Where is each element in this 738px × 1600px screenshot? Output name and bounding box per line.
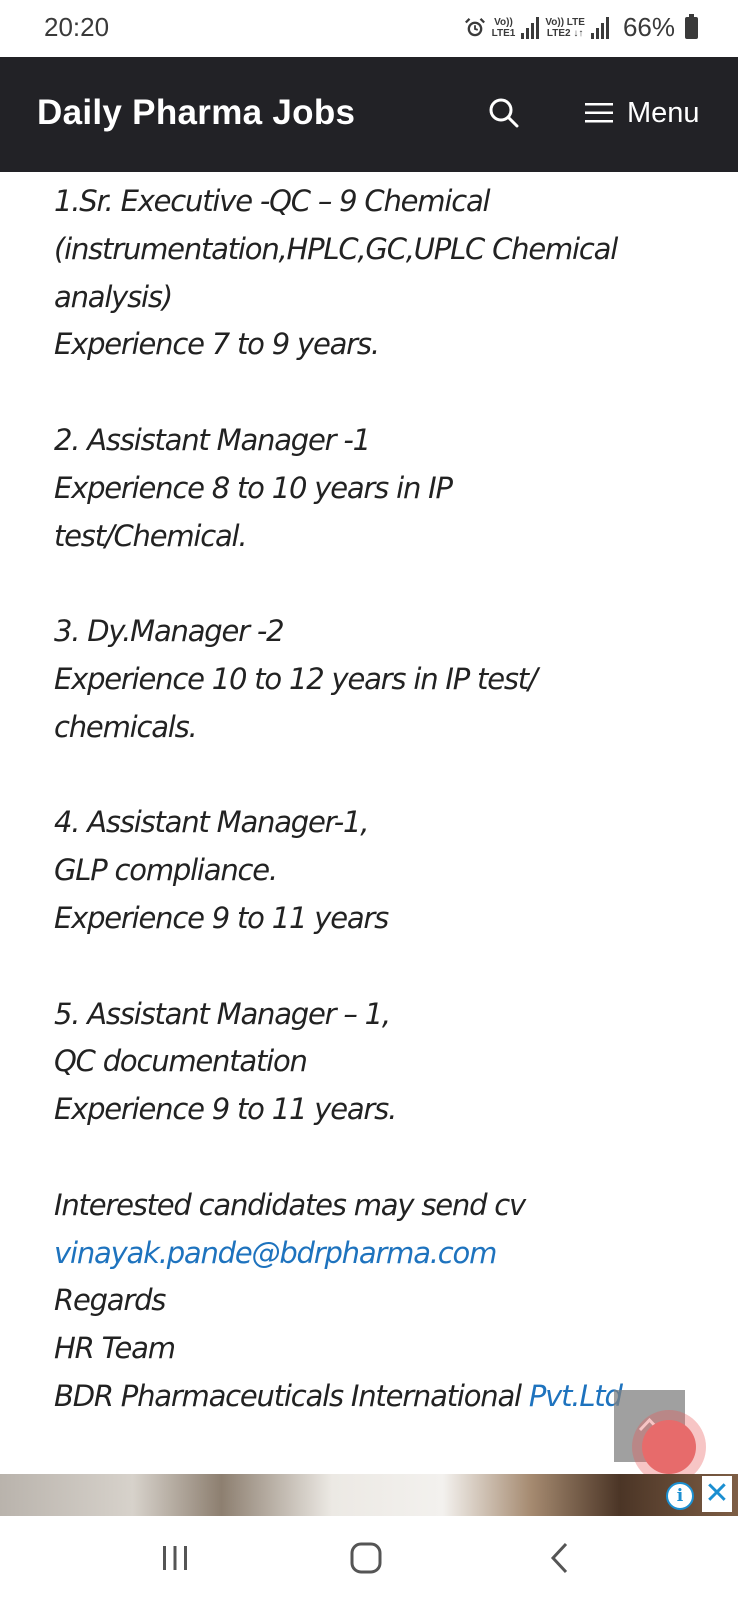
system-nav-bar: [0, 1516, 738, 1600]
site-title[interactable]: Daily Pharma Jobs: [37, 93, 356, 132]
battery-icon: [685, 13, 698, 39]
content-line: chemicals.: [54, 709, 198, 744]
bell-icon: [642, 1420, 696, 1474]
signal-icon: [521, 16, 540, 39]
home-icon[interactable]: [346, 1538, 386, 1578]
signal-icon-2: [590, 16, 609, 39]
content-line: Experience 8 to 10 years in IP: [54, 470, 453, 505]
content-line: 1.Sr. Executive -QC – 9 Chemical: [54, 184, 491, 218]
content-line: test/Chemical.: [54, 518, 248, 553]
status-time: 20:20: [44, 12, 110, 42]
content-line: (instrumentation,HPLC,GC,UPLC Chemical: [54, 231, 618, 266]
content-line: Experience 9 to 11 years.: [54, 1092, 397, 1127]
job-post-content: 1.Sr. Executive -QC – 9 Chemical (instru…: [54, 178, 704, 1421]
sim1-label: Vo)) LTE1: [492, 17, 516, 39]
email-line: vinayak.pande@bdrpharma.com: [54, 1230, 704, 1278]
team-line: HR Team: [54, 1331, 176, 1366]
ad-close-icon[interactable]: ✕: [702, 1476, 732, 1512]
content-line: 5. Assistant Manager – 1,: [54, 996, 391, 1031]
paragraph-gap: [54, 369, 704, 417]
content-line: Experience 9 to 11 years: [54, 900, 389, 935]
content-line: analysis): [54, 279, 173, 314]
paragraph-gap: [54, 943, 704, 991]
paragraph-gap: [54, 752, 704, 800]
company-line: BDR Pharmaceuticals International Pvt.Lt…: [54, 1373, 704, 1421]
sim1-bottom: LTE1: [491, 27, 516, 39]
content-line: Interested candidates may send cv: [54, 1187, 526, 1222]
email-link[interactable]: vinayak.pande@bdrpharma.com: [54, 1235, 497, 1270]
paragraph-gap: [54, 1134, 704, 1182]
menu-label: Menu: [627, 96, 700, 129]
status-bar: 20:20 Vo)) LTE1 Vo)) LTE LTE2 ↓↑: [0, 0, 738, 57]
alarm-icon: [464, 17, 485, 36]
content-line: Experience 10 to 12 years in IP test/: [54, 661, 538, 696]
sim1-top: Vo)): [494, 16, 513, 28]
regards-line: Regards: [54, 1283, 166, 1318]
battery-percent: 66%: [622, 12, 675, 42]
content-line: 2. Assistant Manager -1: [54, 422, 371, 457]
paragraph-gap: [54, 560, 704, 608]
ad-banner[interactable]: i ✕: [0, 1474, 738, 1516]
ad-info-icon[interactable]: i: [666, 1482, 694, 1510]
site-header: Daily Pharma Jobs Menu: [0, 57, 738, 172]
sim2-top: Vo)) LTE: [545, 16, 585, 28]
company-name: BDR Pharmaceuticals International: [54, 1378, 529, 1413]
search-icon[interactable]: [484, 93, 524, 133]
menu-button[interactable]: Menu: [585, 91, 700, 135]
notification-bell-button[interactable]: [632, 1410, 706, 1484]
content-line: GLP compliance.: [54, 853, 278, 888]
recent-apps-icon[interactable]: [155, 1538, 195, 1578]
back-icon[interactable]: [540, 1538, 580, 1578]
content-line: 4. Assistant Manager-1,: [54, 805, 369, 840]
status-icons: Vo)) LTE1 Vo)) LTE LTE2 ↓↑ 66%: [464, 12, 698, 43]
sim2-bottom: LTE2 ↓↑: [546, 27, 584, 39]
sim2-label: Vo)) LTE LTE2 ↓↑: [545, 17, 585, 39]
content-line: QC documentation: [54, 1044, 308, 1079]
content-line: Experience 7 to 9 years.: [54, 327, 380, 362]
content-line: 3. Dy.Manager -2: [54, 614, 285, 649]
hamburger-icon: [585, 103, 613, 123]
company-link[interactable]: Pvt.Ltd: [528, 1378, 623, 1413]
